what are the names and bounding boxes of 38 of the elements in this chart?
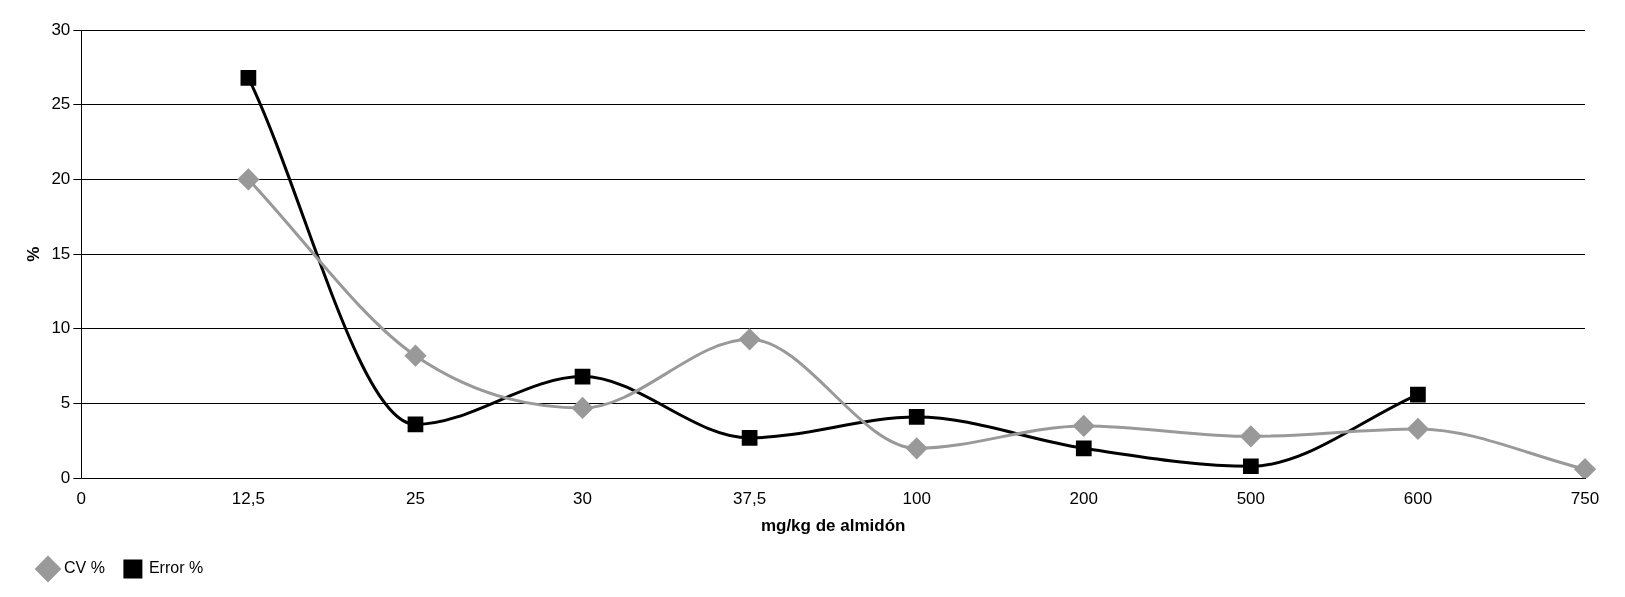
point: [237, 168, 259, 190]
point: [739, 328, 761, 350]
x-axis-title: mg/kg de almidón: [760, 516, 906, 536]
point: [240, 69, 257, 86]
y-tick-label: 25: [51, 94, 71, 114]
y-tick-label: 10: [51, 318, 71, 338]
point: [1075, 440, 1092, 457]
x-tick-label: 25: [406, 489, 425, 509]
point: [1410, 386, 1426, 403]
point: [906, 437, 928, 459]
y-tick-label: 0: [60, 467, 71, 487]
x-tick-label: 750: [1570, 489, 1600, 509]
y-axis-title: %: [23, 246, 43, 262]
x-tick-label: 0: [76, 489, 87, 509]
y-tick-label: 15: [51, 243, 71, 263]
point: [741, 430, 758, 446]
legend-label: CV %: [64, 559, 105, 577]
y-tick-label: 30: [51, 19, 71, 39]
y-tick-label: 20: [51, 169, 71, 189]
x-tick-label: 500: [1236, 489, 1266, 509]
x-tick-label: 30: [573, 489, 592, 509]
point: [1574, 458, 1596, 479]
x-tick-label: 600: [1403, 489, 1433, 509]
x-tick-label: 12,5: [231, 489, 265, 509]
point: [404, 345, 426, 367]
point: [407, 416, 424, 433]
legend-label: Error %: [148, 559, 204, 577]
point: [1242, 458, 1259, 475]
point: [574, 368, 591, 385]
x-tick-label: 100: [902, 489, 931, 509]
point: [1240, 425, 1262, 447]
point: [1407, 418, 1429, 440]
point: [908, 409, 925, 425]
y-tick-label: 5: [60, 393, 71, 413]
x-tick-label: 37,5: [733, 489, 767, 509]
point: [572, 397, 594, 419]
x-tick-label: 200: [1069, 489, 1098, 509]
point: [1073, 415, 1095, 437]
